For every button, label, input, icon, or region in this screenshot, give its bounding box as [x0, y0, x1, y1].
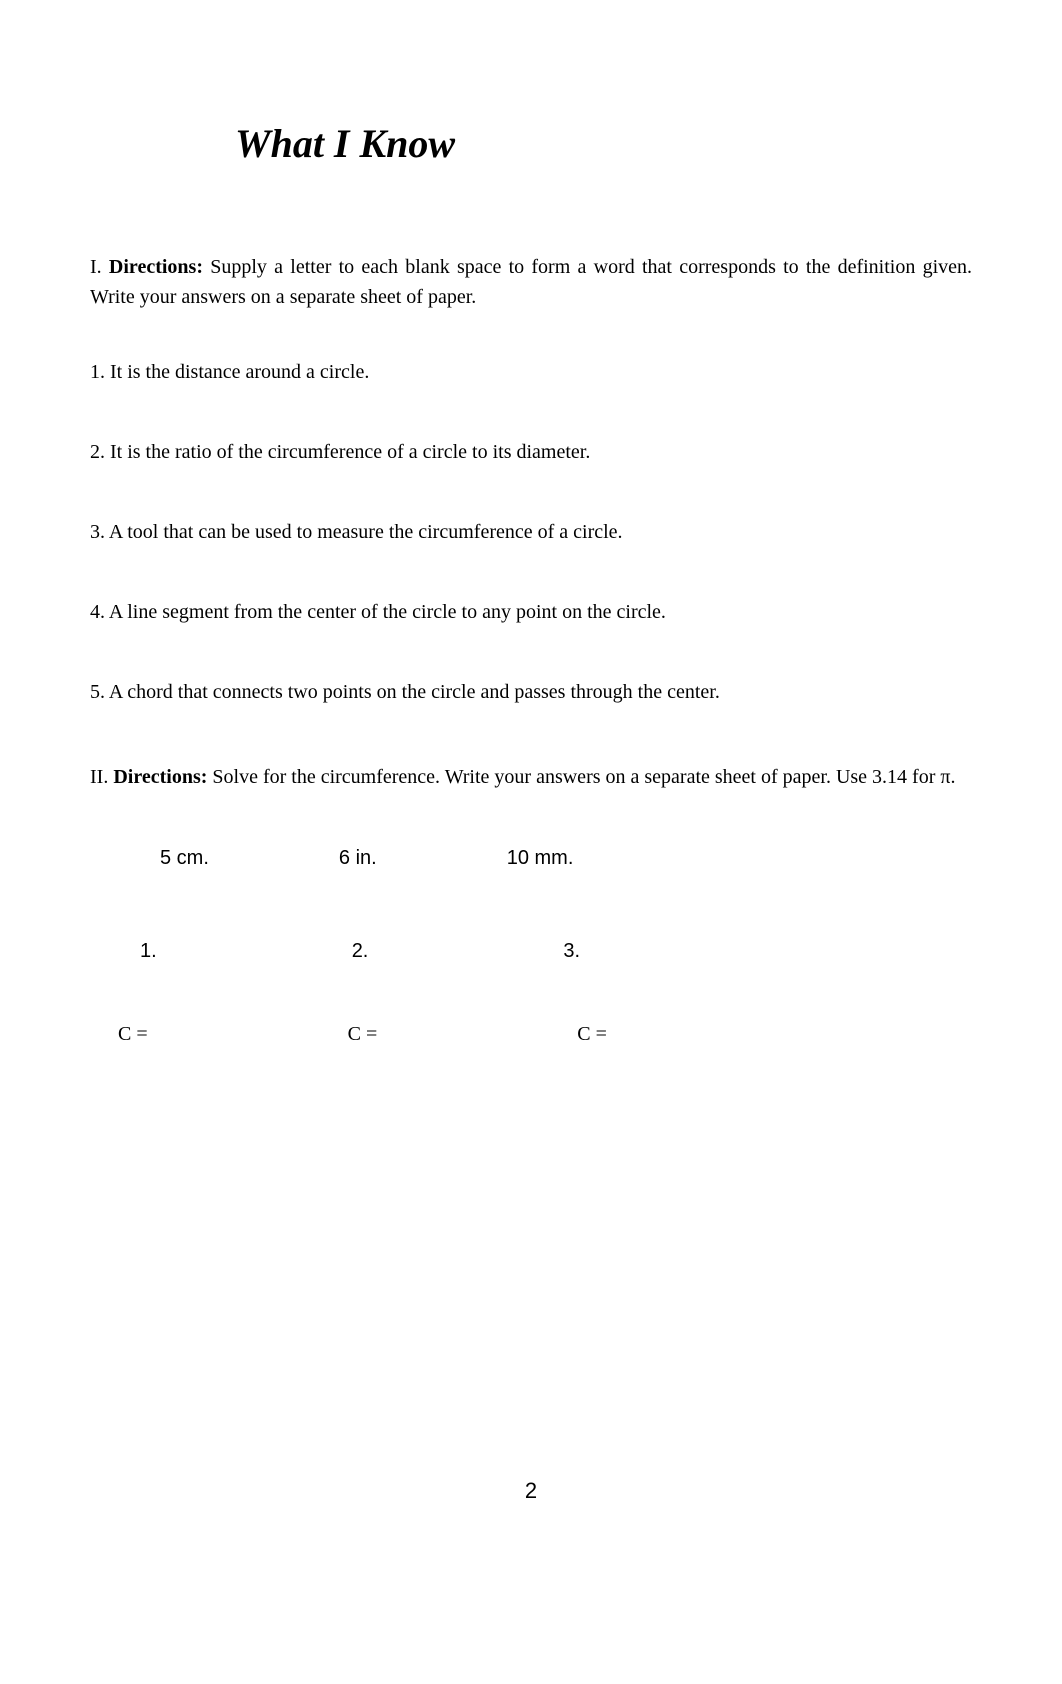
circle-2-number: 2.: [352, 940, 369, 963]
circle-3-c: C =: [577, 1023, 607, 1046]
directions-label-1: Directions:: [109, 256, 203, 278]
question-3: 3. A tool that can be used to measure th…: [90, 517, 972, 547]
section-1-directions: I. Directions: Supply a letter to each b…: [90, 252, 972, 312]
circle-1-c: C =: [118, 1023, 148, 1046]
circle-3-number: 3.: [563, 940, 580, 963]
circle-3-measure: 10 mm.: [507, 847, 574, 870]
question-2: 2. It is the ratio of the circumference …: [90, 437, 972, 467]
question-4: 4. A line segment from the center of the…: [90, 597, 972, 627]
circle-1-number: 1.: [140, 940, 157, 963]
circle-2-measure: 6 in.: [339, 847, 377, 870]
section-2-prefix: II.: [90, 766, 108, 788]
circle-1-measure: 5 cm.: [160, 847, 209, 870]
directions-text-2: Solve for the circumference. Write your …: [212, 766, 955, 788]
question-5: 5. A chord that connects two points on t…: [90, 677, 972, 707]
page-number: 2: [525, 1478, 537, 1504]
directions-label-2: Directions:: [113, 766, 207, 788]
page-title: What I Know: [235, 120, 972, 167]
circles-measurements-row: 5 cm. 6 in. 10 mm.: [160, 847, 972, 870]
directions-text-1: Supply a letter to each blank space to f…: [90, 256, 972, 308]
circle-2-c: C =: [348, 1023, 378, 1046]
question-1: 1. It is the distance around a circle.: [90, 357, 972, 387]
circles-c-row: C = C = C =: [118, 1023, 972, 1046]
section-1-prefix: I.: [90, 256, 102, 278]
circles-numbers-row: 1. 2. 3.: [140, 940, 972, 963]
section-2-directions: II. Directions: Solve for the circumfere…: [90, 762, 972, 792]
